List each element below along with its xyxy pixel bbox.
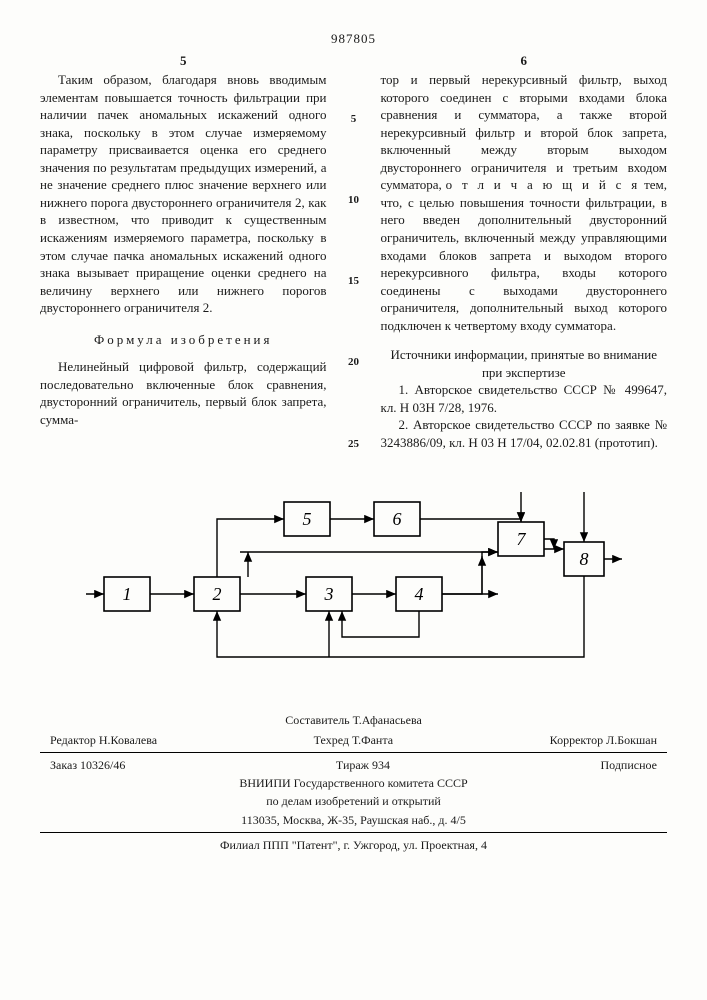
divider-2 xyxy=(40,832,667,833)
svg-text:2: 2 xyxy=(212,584,221,604)
order-number: Заказ 10326/46 xyxy=(50,757,125,773)
svg-text:6: 6 xyxy=(392,509,401,529)
left-p1: Таким образом, благодаря вновь вводимым … xyxy=(40,71,327,317)
left-p2: Нелинейный цифровой фильтр, содержащий п… xyxy=(40,358,327,428)
org-line-2: по делам изобретений и открытий xyxy=(40,793,667,809)
svg-text:5: 5 xyxy=(302,509,311,529)
line-number-gutter: 510152025 xyxy=(345,52,363,452)
svg-text:8: 8 xyxy=(579,549,588,569)
order-row: Заказ 10326/46 Тираж 934 Подписное xyxy=(40,757,667,773)
left-column: 5 Таким образом, благодаря вновь вводимы… xyxy=(40,52,327,452)
formula-title: Формула изобретения xyxy=(40,331,327,349)
address: 113035, Москва, Ж-35, Раушская наб., д. … xyxy=(40,812,667,828)
patent-number: 987805 xyxy=(40,30,667,48)
svg-text:1: 1 xyxy=(122,584,131,604)
source-1: 1. Авторское свидетельство СССР № 499647… xyxy=(381,381,668,416)
tirage: Тираж 934 xyxy=(336,757,390,773)
editor: Редактор Н.Ковалева xyxy=(50,732,157,748)
branch-address: Филиал ППП "Патент", г. Ужгород, ул. Про… xyxy=(40,837,667,853)
corrector: Корректор Л.Бокшан xyxy=(550,732,657,748)
col-number-right: 6 xyxy=(381,52,668,70)
org-line-1: ВНИИПИ Государственного комитета СССР xyxy=(40,775,667,791)
svg-text:3: 3 xyxy=(323,584,333,604)
two-column-text: 5 Таким образом, благодаря вновь вводимы… xyxy=(40,52,667,452)
right-p1: тор и первый нерекурсивный фильтр, выход… xyxy=(381,71,668,334)
svg-text:7: 7 xyxy=(516,529,526,549)
footer: Составитель Т.Афанасьева Редактор Н.Кова… xyxy=(40,712,667,853)
right-column: 6 тор и первый нерекурсивный фильтр, вых… xyxy=(381,52,668,452)
composer-line: Составитель Т.Афанасьева xyxy=(40,712,667,728)
subscription: Подписное xyxy=(601,757,658,773)
credit-row: Редактор Н.Ковалева Техред Т.Фанта Корре… xyxy=(40,732,667,748)
divider xyxy=(40,752,667,753)
source-2: 2. Авторское свидетельство СССР по заявк… xyxy=(381,416,668,451)
svg-text:4: 4 xyxy=(414,584,423,604)
sources-title: Источники информации, принятые во вниман… xyxy=(381,346,668,381)
col-number-left: 5 xyxy=(40,52,327,70)
block-diagram: 1 2 3 4 5 6 7 8 xyxy=(84,482,624,682)
tech-editor: Техред Т.Фанта xyxy=(314,732,393,748)
